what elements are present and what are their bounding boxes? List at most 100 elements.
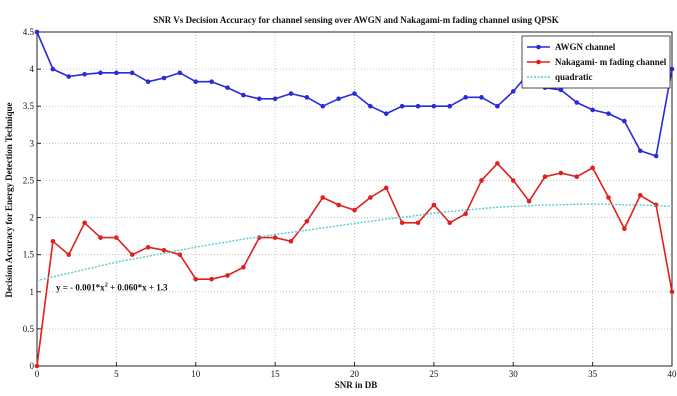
y-tick-label: 1 xyxy=(30,287,35,297)
x-tick-label: 40 xyxy=(668,369,677,379)
fit-equation-annotation: y = - 0.001*x2 + 0.060*x + 1.3 xyxy=(56,282,168,292)
series-1-point xyxy=(510,89,516,94)
series-2-point xyxy=(177,252,183,257)
series-2-point xyxy=(98,235,103,240)
series-2-point xyxy=(288,239,294,244)
legend-marker-1 xyxy=(536,44,541,50)
series-2-point xyxy=(241,264,246,270)
legend-label-3: quadratic xyxy=(555,72,593,82)
y-tick-label: 3.5 xyxy=(23,101,35,111)
series-2-point xyxy=(399,220,405,226)
x-tick-label: 5 xyxy=(114,369,119,379)
series-1-point xyxy=(161,75,167,81)
series-2-point xyxy=(495,161,500,166)
series-2-point xyxy=(368,195,373,200)
series-1-point xyxy=(177,70,183,76)
series-2-point xyxy=(209,276,214,282)
series-1-point xyxy=(82,72,87,77)
series-1-point xyxy=(669,66,675,72)
series-2-point xyxy=(669,289,675,295)
series-2-point xyxy=(606,195,611,200)
series-1-point xyxy=(50,66,56,72)
y-tick-label: 1.5 xyxy=(23,250,35,260)
series-2-point xyxy=(145,244,151,250)
y-tick-label: 4.5 xyxy=(23,27,35,37)
series-2-point xyxy=(558,170,564,176)
y-tick-label: 4 xyxy=(30,64,35,74)
series-2-point xyxy=(574,174,580,180)
series-line-3 xyxy=(36,203,673,282)
series-2-point xyxy=(82,220,87,226)
series-2-point xyxy=(383,185,389,191)
x-tick-label: 15 xyxy=(271,369,281,379)
legend-label-1: AWGN channel xyxy=(555,42,616,52)
y-axis-title: Decision Accuracy for Energy Detection T… xyxy=(4,102,14,297)
x-axis-title: SNR in DB xyxy=(335,380,378,390)
y-tick-label: 3 xyxy=(30,138,35,148)
series-2-point xyxy=(637,192,643,198)
chart-title: SNR Vs Decision Accuracy for channel sen… xyxy=(153,15,559,25)
series-2-point xyxy=(447,220,453,226)
series-2-point xyxy=(50,239,56,244)
series-2-point xyxy=(336,202,341,208)
series-1-point xyxy=(129,70,135,76)
series-1-point xyxy=(368,103,373,109)
series-1-point xyxy=(34,29,40,35)
series-2-point xyxy=(225,273,230,278)
series-1-point xyxy=(653,153,659,159)
series-1-point xyxy=(590,107,595,113)
y-tick-label: 2 xyxy=(30,213,35,223)
series-2-point xyxy=(304,218,310,224)
series-2-point xyxy=(431,202,437,208)
series-1-point xyxy=(479,95,484,100)
series-1-point xyxy=(114,70,119,76)
series-2-point xyxy=(66,252,72,257)
series-1-point xyxy=(225,85,230,90)
series-1-point xyxy=(622,118,627,124)
series-1-point xyxy=(336,96,341,102)
series-1-point xyxy=(558,87,564,93)
series-2-point xyxy=(193,276,199,282)
y-tick-label: 0.5 xyxy=(23,324,35,334)
series-2-point xyxy=(114,235,119,240)
series-2-point xyxy=(463,211,468,217)
series-1-point xyxy=(98,70,103,76)
series-2-point xyxy=(272,235,278,240)
series-2-point xyxy=(590,165,595,171)
series-1-point xyxy=(241,92,246,98)
x-tick-label: 25 xyxy=(429,369,439,379)
series-1-point xyxy=(209,79,214,85)
x-tick-label: 10 xyxy=(191,369,201,379)
series-2-point xyxy=(510,178,516,183)
y-tick-label: 2.5 xyxy=(23,175,35,185)
x-tick-label: 0 xyxy=(35,369,40,379)
series-1-point xyxy=(272,96,278,102)
series-2-point xyxy=(352,207,357,213)
series-2-point xyxy=(34,363,40,369)
series-1-point xyxy=(431,103,437,109)
series-2-point xyxy=(320,195,326,200)
series-1-point xyxy=(304,95,310,100)
series-2-point xyxy=(622,226,627,231)
series-1-point xyxy=(415,103,421,109)
y-tick-label: 0 xyxy=(30,361,35,371)
series-1-point xyxy=(399,103,405,109)
plot-area: 0 5 10 15 20 25 30 35 40 0 0.5 1 1.5 2 2.5 3 3.5 4 4.5 y = … xyxy=(23,27,677,379)
series-1-point xyxy=(463,95,468,100)
series-2-point xyxy=(526,198,532,204)
x-tick-label: 35 xyxy=(588,369,598,379)
series-1-point xyxy=(256,96,262,102)
series-2-point xyxy=(129,252,135,257)
series-2-point xyxy=(161,247,167,253)
series-2-point xyxy=(542,174,548,180)
series-1-point xyxy=(145,79,151,85)
legend-marker-2 xyxy=(536,59,541,65)
series-2-point xyxy=(479,178,484,183)
series-1-point xyxy=(352,91,357,96)
series-1-point xyxy=(574,100,580,105)
series-1-point xyxy=(320,103,326,109)
series-1-point xyxy=(66,74,72,79)
series-2-point xyxy=(415,220,421,226)
